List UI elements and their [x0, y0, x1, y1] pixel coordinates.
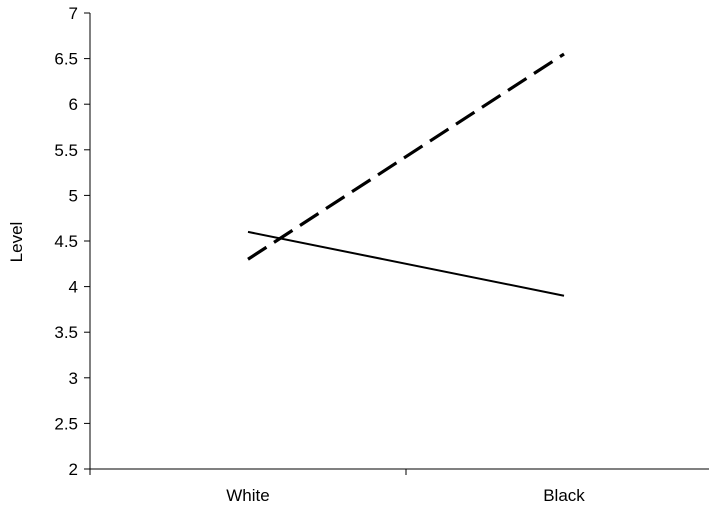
- y-tick-label: 2.5: [54, 414, 78, 433]
- y-axis-ticks: 2 2.5 3 3.5 4 4.5 5 5.5 6 6.5 7: [54, 4, 90, 479]
- series-line-1: [247, 230, 565, 297]
- x-tick-label: White: [226, 486, 269, 505]
- series-layer: [247, 52, 565, 297]
- y-tick-label: 7: [69, 4, 78, 23]
- y-tick-label: 6: [69, 95, 78, 114]
- series-line-2: [247, 52, 565, 261]
- y-tick-label: 2: [69, 460, 78, 479]
- y-tick-label: 4.5: [54, 232, 78, 251]
- y-tick-label: 5.5: [54, 141, 78, 160]
- y-tick-label: 3.5: [54, 323, 78, 342]
- y-axis-label: Level: [7, 222, 26, 263]
- y-tick-label: 6.5: [54, 50, 78, 69]
- x-axis-ticks: White Black: [89, 469, 585, 505]
- y-tick-label: 5: [69, 186, 78, 205]
- y-tick-label: 3: [69, 369, 78, 388]
- y-tick-label: 4: [69, 278, 78, 297]
- x-tick-label: Black: [543, 486, 585, 505]
